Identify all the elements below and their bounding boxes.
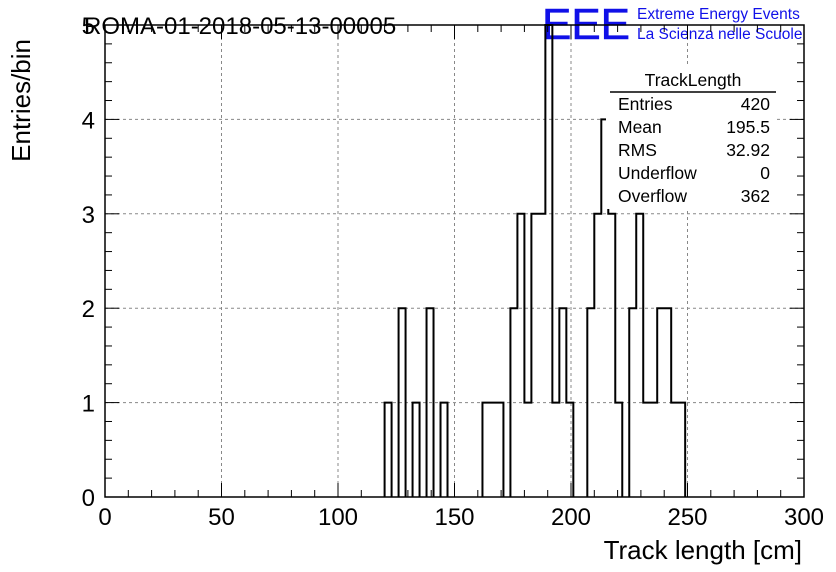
histogram-bin bbox=[517, 214, 524, 497]
histogram-bin bbox=[496, 403, 503, 497]
stats-row-label: Overflow bbox=[618, 186, 687, 206]
y-tick-label: 4 bbox=[82, 107, 95, 134]
x-tick-label: 150 bbox=[434, 504, 474, 531]
histogram-bin bbox=[671, 403, 678, 497]
stats-row-value: 420 bbox=[741, 94, 770, 114]
plot-frame bbox=[104, 24, 805, 498]
histogram-bin bbox=[594, 214, 601, 497]
y-axis-title: Entries/bin bbox=[6, 39, 36, 162]
stats-row-value: 0 bbox=[760, 163, 770, 183]
x-tick-label: 200 bbox=[551, 504, 591, 531]
histogram-bin bbox=[650, 403, 657, 497]
histogram-bin bbox=[636, 214, 643, 497]
histogram-bin bbox=[678, 403, 685, 497]
y-tick-label: 3 bbox=[82, 202, 95, 229]
stats-row-label: Underflow bbox=[618, 163, 697, 183]
histogram-bin bbox=[385, 403, 392, 497]
x-tick-labels: 0 50 100 150 200 250 300 bbox=[98, 504, 824, 531]
histogram-bin bbox=[552, 403, 559, 497]
x-tick-label: 250 bbox=[667, 504, 707, 531]
histogram-bars bbox=[383, 24, 687, 497]
x-axis-title: Track length [cm] bbox=[604, 535, 802, 565]
y-tick-label: 0 bbox=[82, 485, 95, 512]
stats-row-label: RMS bbox=[618, 140, 657, 160]
eee-logo-line1: Extreme Energy Events bbox=[637, 6, 800, 23]
x-tick-label: 300 bbox=[784, 504, 824, 531]
y-tick-label: 1 bbox=[82, 391, 95, 418]
x-tick-label: 50 bbox=[208, 504, 235, 531]
histogram-bin bbox=[566, 403, 573, 497]
histogram-bin bbox=[608, 214, 615, 497]
histogram-outline bbox=[383, 24, 687, 497]
x-tick-label: 0 bbox=[98, 504, 111, 531]
histogram-bin bbox=[489, 403, 496, 497]
stats-row-label: Entries bbox=[618, 94, 673, 114]
y-tick-labels: 0 1 2 3 4 5 bbox=[82, 13, 95, 512]
stats-box: TrackLength Entries 420 Mean 195.5 RMS 32.92 U… bbox=[606, 67, 776, 209]
x-tick-label: 100 bbox=[318, 504, 358, 531]
histogram-bin bbox=[413, 403, 420, 497]
histogram-bin bbox=[538, 214, 545, 497]
stats-row-value: 195.5 bbox=[726, 117, 770, 137]
eee-logo-line2: La Scienza nelle Scuole bbox=[637, 26, 802, 43]
stats-row-value: 362 bbox=[741, 186, 770, 206]
stats-box-title: TrackLength bbox=[645, 70, 742, 90]
histogram-bin bbox=[482, 403, 489, 497]
y-tick-label: 2 bbox=[82, 296, 95, 323]
run-title: ROMA-01-2018-05-13-00005 bbox=[84, 13, 396, 40]
stats-row-value: 32.92 bbox=[726, 140, 770, 160]
histogram-bin bbox=[545, 25, 552, 497]
histogram-bin bbox=[531, 214, 538, 497]
histogram-bin bbox=[643, 403, 650, 497]
histogram-bin bbox=[441, 403, 448, 497]
histogram-bin bbox=[615, 403, 622, 497]
histogram-bin bbox=[524, 403, 531, 497]
y-tick-label: 5 bbox=[82, 13, 95, 40]
stats-row-label: Mean bbox=[618, 117, 662, 137]
stats-box-background bbox=[606, 67, 776, 209]
